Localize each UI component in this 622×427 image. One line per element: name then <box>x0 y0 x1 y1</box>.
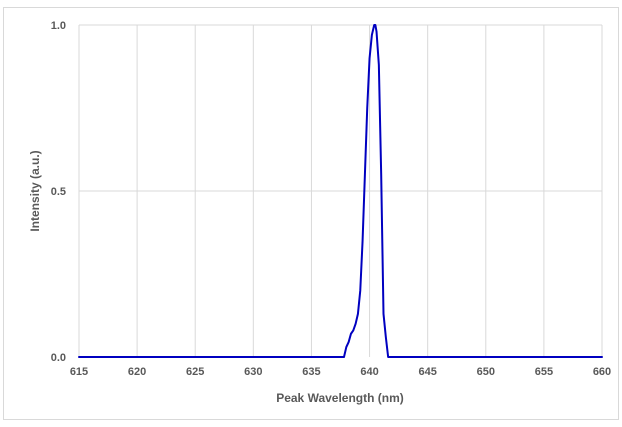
x-tick-label: 625 <box>186 366 204 378</box>
x-tick-label: 655 <box>535 366 553 378</box>
x-tick-label: 650 <box>477 366 495 378</box>
y-tick-label: 0.0 <box>51 352 66 364</box>
y-axis-tick-labels: 0.0 0.5 1.0 <box>51 20 66 364</box>
x-tick-label: 640 <box>360 366 378 378</box>
x-tick-label: 615 <box>70 366 88 378</box>
x-axis-title: Peak Wavelength (nm) <box>276 391 404 405</box>
x-tick-label: 660 <box>593 366 611 378</box>
gridlines <box>78 24 603 357</box>
series-layer <box>78 24 603 358</box>
y-tick-label: 0.5 <box>51 186 66 198</box>
x-tick-label: 635 <box>302 366 320 378</box>
y-tick-label: 1.0 <box>51 20 66 32</box>
y-axis-title: Intensity (a.u.) <box>28 150 42 231</box>
x-tick-label: 645 <box>418 366 436 378</box>
series-line <box>78 24 603 358</box>
x-axis-tick-labels: 615 620 625 630 635 640 645 650 655 660 <box>70 366 611 378</box>
x-tick-label: 630 <box>244 366 262 378</box>
x-tick-label: 620 <box>128 366 146 378</box>
